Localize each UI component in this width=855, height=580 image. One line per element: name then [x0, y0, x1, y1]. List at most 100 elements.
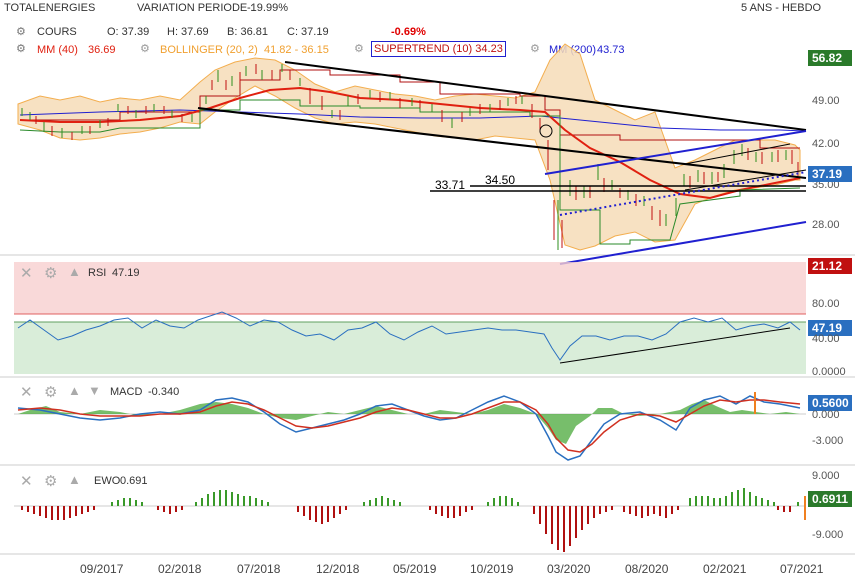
- instrument-name: TOTALENERGIES: [4, 2, 96, 14]
- annotation-34-50: 34.50: [485, 173, 515, 187]
- macd-panel: 0.5600 0.000 -3.000: [14, 392, 852, 461]
- variation-label: VARIATION PERIODE :: [137, 2, 254, 14]
- variation-value: -19.99%: [247, 2, 288, 14]
- tag-low: 21.12: [812, 259, 842, 273]
- channel-mid-dotted-line: [559, 171, 807, 216]
- supertrend-value: 34.23: [475, 43, 503, 55]
- period-label: 5 ANS - HEBDO: [741, 2, 822, 14]
- ewo-panel: 0.6911 9.000 -9.000: [14, 470, 852, 552]
- ewo-close-icon[interactable]: ✕: [20, 473, 33, 490]
- x-label-8: 02/2021: [703, 562, 747, 576]
- mm200-gear-icon[interactable]: ⚙: [530, 43, 540, 55]
- high-value: H: 37.69: [167, 26, 209, 38]
- ewo-tick-neg9: -9.000: [812, 529, 843, 541]
- rsi-up-arrow-icon[interactable]: ▲: [68, 264, 81, 279]
- wedge-top-line: [684, 143, 791, 165]
- mm40-gear-icon[interactable]: ⚙: [16, 43, 26, 55]
- candles-up: [21, 64, 787, 250]
- candles-down: [35, 64, 799, 248]
- ewo-tag: 0.6911: [812, 492, 848, 506]
- macd-value: -0.340: [148, 386, 180, 398]
- x-axis: 09/2017 02/2018 07/2018 12/2018 05/2019 …: [80, 562, 824, 576]
- macd-tag-bg: [808, 395, 852, 411]
- rsi-tick-0: 0.0000: [812, 366, 846, 378]
- rsi-gear-icon[interactable]: ⚙: [44, 265, 58, 282]
- support-line: [19, 99, 801, 245]
- rsi-overbought-zone: [14, 262, 806, 314]
- tag-current: 37.19: [812, 167, 842, 181]
- ewo-histogram-positive: [111, 488, 799, 506]
- macd-signal-line: [17, 399, 801, 453]
- rsi-close-icon[interactable]: ✕: [20, 265, 33, 282]
- macd-tag: 0.5600: [812, 396, 849, 410]
- crossover-circle-marker: [539, 124, 553, 138]
- change-value: -0.69%: [391, 26, 426, 38]
- rsi-oversold-zone: [14, 322, 806, 374]
- trendline-lower-resistance: [197, 107, 807, 179]
- macd-tick-neg3: -3.000: [812, 435, 843, 447]
- ewo-value: 0.691: [120, 475, 148, 487]
- macd-line: [17, 395, 801, 461]
- bollinger-gear-icon[interactable]: ⚙: [140, 43, 150, 55]
- ewo-histogram-negative: [21, 506, 791, 552]
- open-value: O: 37.39: [107, 26, 150, 38]
- rsi-tick-80: 80.00: [812, 298, 840, 310]
- ewo-up-arrow-icon[interactable]: ▲: [68, 472, 81, 487]
- trendline-upper-resistance: [284, 61, 807, 131]
- bollinger-value: 41.82 - 36.15: [264, 44, 329, 56]
- tag-high: 56.82: [812, 51, 842, 65]
- ewo-label: EWO: [94, 475, 121, 487]
- supertrend-box[interactable]: SUPERTREND (10) 34.23: [371, 41, 506, 57]
- x-label-6: 03/2020: [547, 562, 591, 576]
- close-value: C: 37.19: [287, 26, 329, 38]
- mm40-label: MM (40): [37, 44, 78, 56]
- rsi-label: RSI: [88, 267, 107, 279]
- x-label-3: 12/2018: [316, 562, 360, 576]
- channel-upper-line: [544, 130, 807, 175]
- macd-up-arrow-icon[interactable]: ▲: [68, 383, 81, 398]
- rsi-panel: 47.19 80.00 40.00 0.0000: [14, 262, 852, 378]
- channel-lower-line: [559, 221, 807, 265]
- supertrend-line: [20, 69, 800, 149]
- gear-icon[interactable]: ⚙: [16, 26, 26, 38]
- tag-low-bg: [808, 258, 852, 274]
- y-tick-49: 49.00: [812, 95, 840, 107]
- wedge-bottom-line: [684, 169, 807, 191]
- supertrend-gear-icon[interactable]: ⚙: [354, 43, 364, 55]
- macd-down-arrow-icon[interactable]: ▼: [88, 383, 101, 398]
- x-label-0: 09/2017: [80, 562, 124, 576]
- supertrend-label: SUPERTREND (10): [374, 43, 473, 55]
- macd-tick-0: 0.000: [812, 409, 840, 421]
- x-label-5: 10/2019: [470, 562, 514, 576]
- cours-label: COURS: [37, 26, 77, 38]
- ewo-tag-bg: [808, 491, 852, 507]
- rsi-trendline: [559, 327, 791, 364]
- rsi-tick-40: 40.00: [812, 333, 840, 345]
- mm40-value: 36.69: [88, 44, 116, 56]
- mm200-line: [19, 109, 806, 132]
- ewo-gear-icon[interactable]: ⚙: [44, 473, 58, 490]
- tag-current-bg: [808, 166, 852, 182]
- macd-gear-icon[interactable]: ⚙: [44, 384, 58, 401]
- macd-close-icon[interactable]: ✕: [20, 384, 33, 401]
- macd-label: MACD: [110, 386, 143, 398]
- ewo-tick-9: 9.000: [812, 470, 840, 482]
- rsi-tag-bg: [808, 320, 852, 336]
- bollinger-band-fill: [17, 43, 801, 251]
- x-label-2: 07/2018: [237, 562, 281, 576]
- tag-high-bg: [808, 50, 852, 66]
- rsi-tag: 47.19: [812, 321, 842, 335]
- low-value: B: 36.81: [227, 26, 268, 38]
- candles: [21, 64, 799, 250]
- x-label-4: 05/2019: [393, 562, 437, 576]
- bollinger-label: BOLLINGER (20, 2): [160, 44, 258, 56]
- x-label-7: 08/2020: [625, 562, 669, 576]
- y-tick-42: 42.00: [812, 138, 840, 150]
- rsi-line: [17, 311, 801, 361]
- x-label-9: 07/2021: [780, 562, 824, 576]
- x-label-1: 02/2018: [158, 562, 202, 576]
- macd-histogram-area: [18, 400, 800, 444]
- annotation-33-71: 33.71: [435, 178, 465, 192]
- main-price-panel: 33.71 34.50 49.00 42.00 35.00 28.00 56.8…: [17, 43, 852, 274]
